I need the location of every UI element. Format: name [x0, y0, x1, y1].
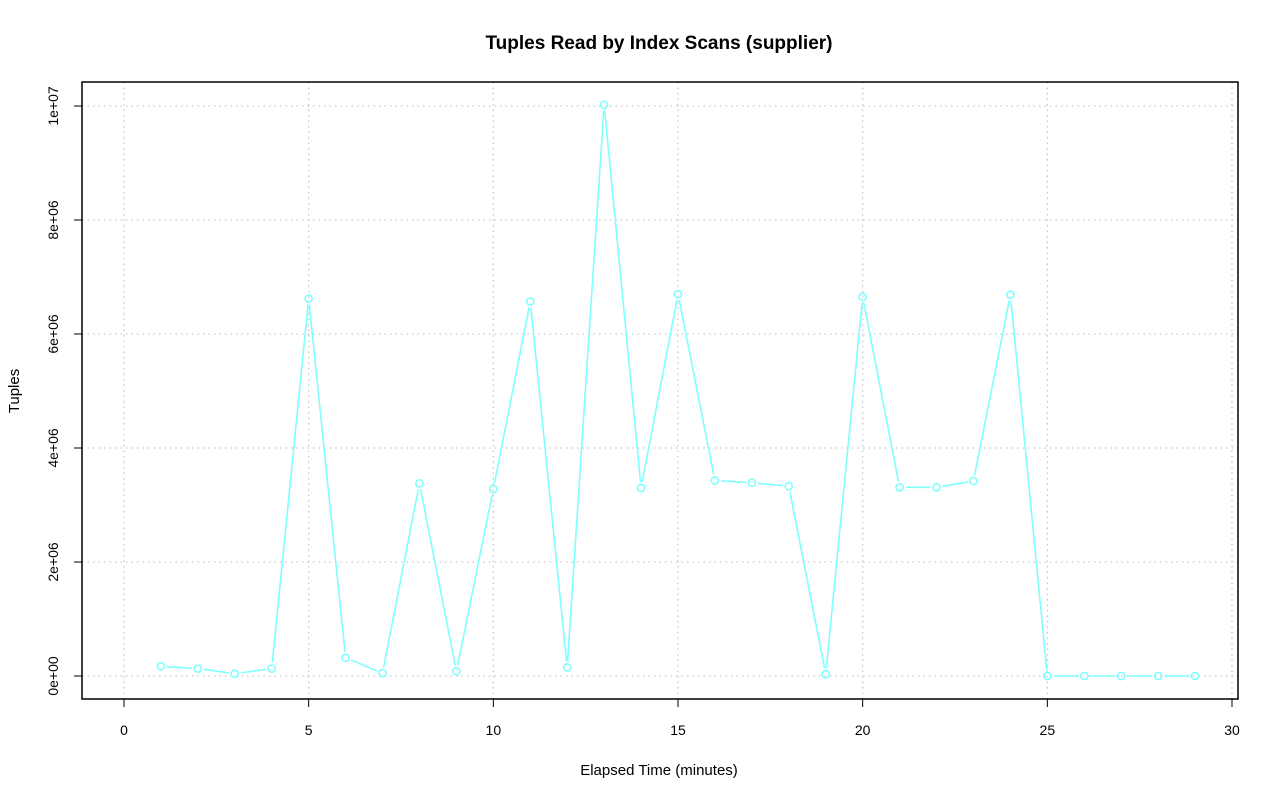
data-point	[1190, 671, 1200, 681]
data-point	[599, 100, 609, 110]
series-line-segment	[240, 668, 266, 674]
series-line-segment	[973, 300, 1011, 476]
x-tick-label: 25	[1040, 722, 1056, 738]
plot-frame	[81, 81, 1239, 700]
data-point	[1116, 671, 1126, 681]
data-point	[673, 289, 683, 299]
data-point	[451, 667, 461, 676]
series-line-segment	[641, 299, 678, 483]
data-point	[1042, 671, 1052, 681]
series-line-segment	[789, 491, 826, 669]
series-line-segment	[566, 110, 605, 662]
data-point	[858, 292, 868, 302]
series-line-segment	[530, 307, 568, 662]
data-point	[193, 664, 203, 673]
x-tick-label: 0	[120, 722, 128, 738]
series-line-segment	[493, 307, 530, 484]
data-point	[784, 481, 794, 491]
data-point	[932, 482, 941, 492]
data-series	[156, 100, 1200, 681]
series-line-segment	[203, 668, 229, 674]
x-axis: 0 5 10 15 20 25 30	[120, 699, 1240, 738]
data-point	[821, 669, 831, 679]
x-tick-label: 30	[1224, 722, 1240, 738]
series-line-segment	[166, 665, 192, 670]
data-point	[969, 476, 978, 486]
y-axis-title: Tuples	[6, 369, 23, 413]
series-line-segment	[757, 482, 783, 487]
data-point	[304, 294, 314, 304]
data-point	[525, 297, 535, 306]
y-tick-label: 8e+06	[45, 200, 61, 240]
series-line-segment	[350, 659, 378, 672]
series-line-segment	[456, 494, 493, 666]
series-line-segment	[603, 110, 642, 483]
series-line-segment	[271, 304, 309, 663]
series-line-segment	[1010, 300, 1048, 671]
y-tick-label: 1e+07	[45, 86, 61, 126]
y-axis: 0e+00 2e+06 4e+06 6e+06 8e+06 1e+07	[45, 86, 82, 696]
data-point	[378, 668, 387, 678]
data-point	[156, 661, 166, 671]
series-line-segment	[825, 302, 863, 669]
series-line-segment	[678, 299, 715, 475]
data-point	[636, 483, 646, 493]
data-point	[895, 482, 904, 492]
data-point	[230, 669, 240, 679]
chart-title: Tuples Read by Index Scans (supplier)	[485, 33, 832, 54]
series-line-segment	[308, 304, 346, 652]
data-point	[267, 664, 277, 673]
data-point	[488, 484, 498, 494]
series-line-segment	[720, 480, 746, 484]
series-line-segment	[419, 489, 457, 666]
y-tick-label: 2e+06	[45, 542, 61, 582]
data-point	[747, 478, 757, 488]
grid-lines	[82, 82, 1238, 699]
x-tick-label: 15	[670, 722, 686, 738]
data-point	[710, 476, 720, 485]
data-point	[1006, 290, 1015, 300]
series-line-segment	[382, 489, 420, 668]
data-point	[415, 478, 424, 488]
data-point	[341, 653, 350, 663]
x-tick-label: 10	[486, 722, 502, 738]
x-tick-label: 5	[305, 722, 313, 738]
x-tick-label: 20	[855, 722, 871, 738]
y-tick-label: 6e+06	[45, 314, 61, 354]
y-tick-label: 0e+00	[45, 656, 61, 696]
x-axis-title: Elapsed Time (minutes)	[580, 762, 738, 779]
series-line-segment	[942, 481, 968, 488]
data-point	[562, 663, 572, 672]
series-line-segment	[863, 302, 900, 482]
data-point	[1079, 671, 1089, 681]
data-point	[1153, 671, 1163, 681]
y-tick-label: 4e+06	[45, 428, 61, 468]
